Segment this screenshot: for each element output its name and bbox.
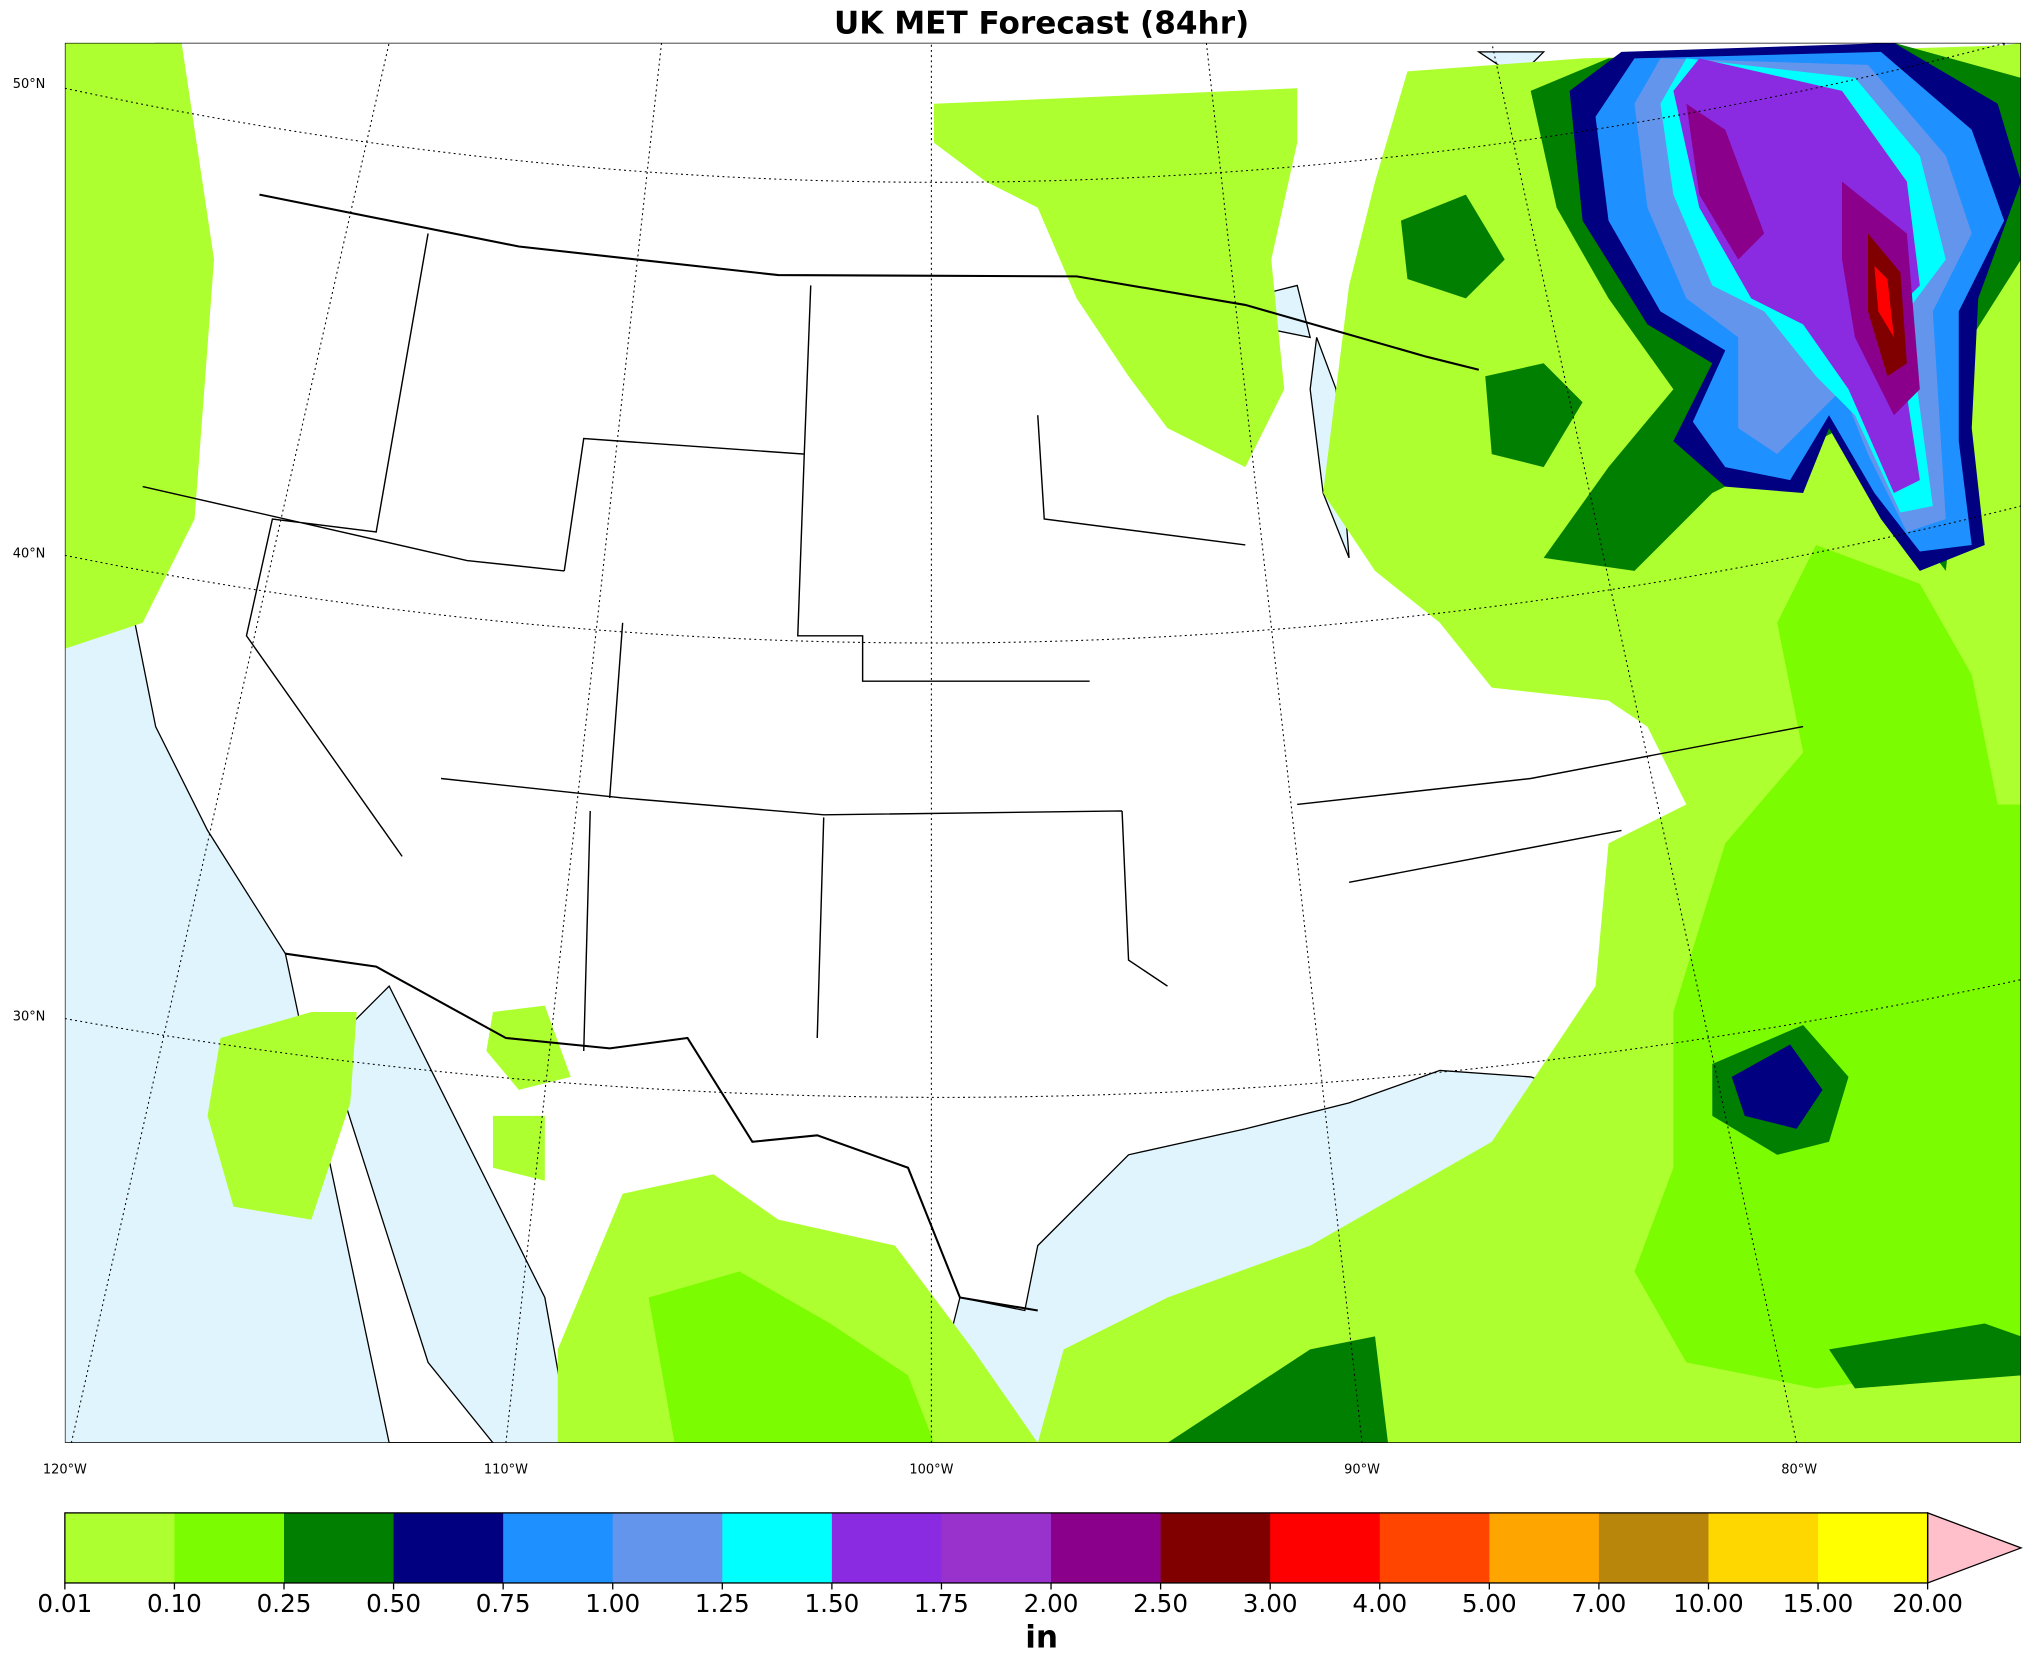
map [64,42,2022,1443]
colorbar-tick-label: 0.25 [257,1589,312,1618]
lon-label: 110°W [484,1463,528,1478]
colorbar-box [503,1512,614,1583]
lat-label: 30°N [13,1010,46,1025]
colorbar-box [941,1512,1052,1583]
colorbar-box [174,1512,285,1583]
colorbar-tick-label: 0.50 [366,1589,421,1618]
colorbar-box [831,1512,943,1583]
colorbar-box [1489,1512,1600,1583]
colorbar-box [1160,1512,1271,1583]
lat-label: 40°N [13,547,46,562]
lon-label: 80°W [1781,1463,1817,1478]
colorbar-box [1270,1512,1381,1583]
colorbar-box [612,1512,723,1583]
colorbar-tick-label: 10.00 [1673,1589,1743,1618]
colorbar-box [1598,1512,1710,1583]
colorbar-tick-label: 20.00 [1892,1589,1962,1618]
colorbar-box [1818,1512,1929,1583]
longitude-line [70,42,1798,1443]
colorbar-tick-label: 15.00 [1783,1589,1853,1618]
title: UK MET Forecast (84hr) [834,6,1249,42]
colorbar-box [1051,1512,1162,1583]
precipitation [64,42,2022,1443]
colorbar-tick-label: 7.00 [1571,1589,1626,1618]
colorbar-tick-label: 1.00 [585,1589,640,1618]
colorbar-label: in [1025,1620,1058,1656]
colorbar-box [1708,1512,1819,1583]
colorbar-tick-label: 2.50 [1133,1589,1188,1618]
colorbar-tick-label: 5.00 [1462,1589,1517,1618]
colorbar-box [64,1512,176,1583]
lon-label: 90°W [1344,1463,1380,1478]
colorbar-tick-label: 0.01 [37,1589,92,1618]
colorbar-tick-label: 2.00 [1024,1589,1079,1618]
colorbar-tick-label: 3.00 [1243,1589,1298,1618]
colorbar-tick-label: 1.25 [695,1589,750,1618]
colorbar-tick-label: 4.00 [1352,1589,1407,1618]
colorbar-tick-label: 1.75 [914,1589,969,1618]
lon-label: 100°W [909,1463,953,1478]
lon-label: 120°W [43,1463,87,1478]
colorbar-tick-label: 0.10 [147,1589,202,1618]
colorbar-box [722,1512,833,1583]
colorbar-box [393,1512,504,1583]
colorbar-box [284,1512,395,1583]
colorbar-outline [64,1512,1929,1584]
colorbar-tick-label: 0.75 [476,1589,531,1618]
colorbar-tick-label: 1.50 [804,1589,859,1618]
state-border [142,233,1804,1052]
latitude-line [64,42,2022,1098]
colorbar-box [1379,1512,1490,1583]
colorbar: 0.01 0.10 0.25 0.50 0.75 1.00 1.25 1.50 1.75 2.00… [37,1511,2023,1618]
country-border [259,193,1480,1312]
colorbar-extend [1926,1511,2023,1584]
lat-label: 50°N [13,77,46,92]
